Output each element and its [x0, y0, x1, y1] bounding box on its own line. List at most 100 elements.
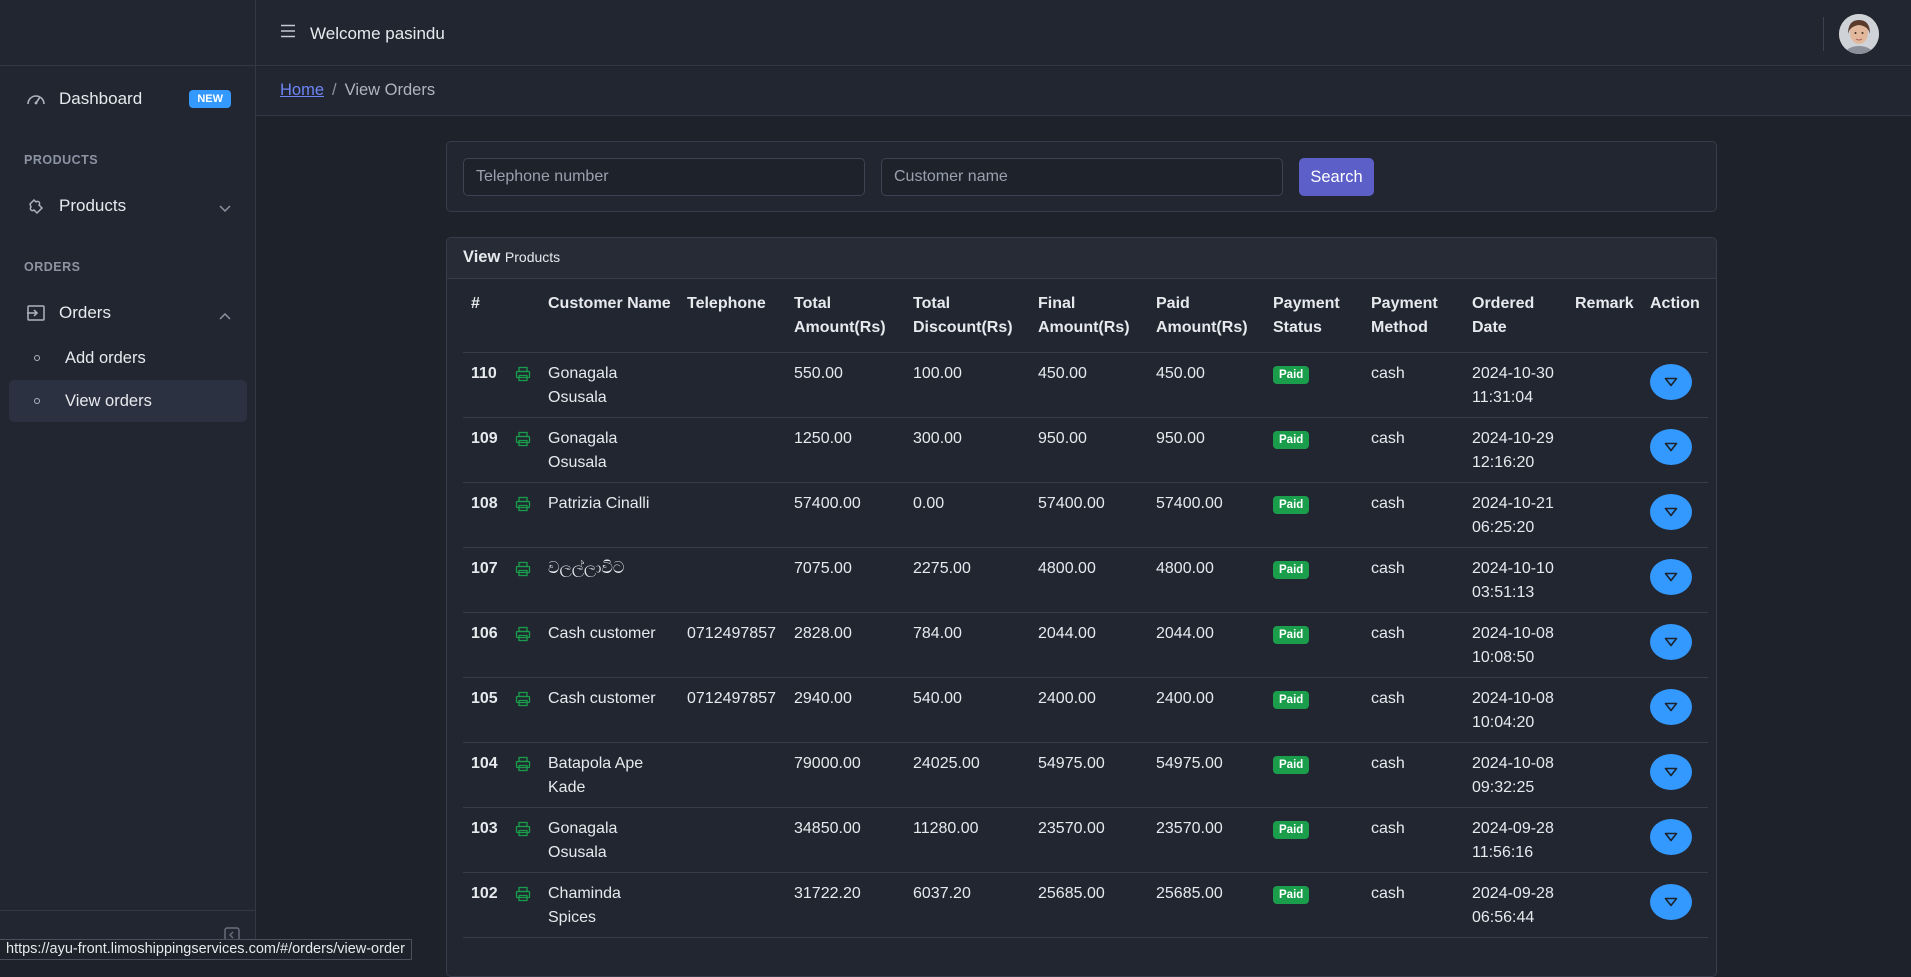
- column-header: Payment Status: [1265, 292, 1363, 353]
- column-header: Payment Method: [1363, 292, 1464, 353]
- action-dropdown-button[interactable]: [1650, 624, 1692, 660]
- printer-icon[interactable]: [515, 821, 531, 845]
- caret-down-icon: [1664, 505, 1678, 520]
- customer-name-input[interactable]: [881, 158, 1283, 196]
- telephone-input[interactable]: [463, 158, 865, 196]
- search-card: Search: [446, 141, 1717, 212]
- remark: [1567, 482, 1642, 548]
- remark: [1567, 677, 1642, 743]
- ordered-date: 2024-10-29 12:16:20: [1464, 417, 1567, 483]
- payment-method: cash: [1363, 742, 1464, 808]
- chevron-down-icon: [219, 198, 231, 218]
- action-dropdown-button[interactable]: [1650, 884, 1692, 920]
- total-amount: 2940.00: [786, 677, 905, 743]
- action-dropdown-button[interactable]: [1650, 364, 1692, 400]
- action-dropdown-button[interactable]: [1650, 429, 1692, 465]
- table-row: 104 Batapola Ape Kade 79000.00 24025.00 5497…: [463, 742, 1708, 808]
- action-dropdown-button[interactable]: [1650, 689, 1692, 725]
- caret-down-icon: [1664, 570, 1678, 585]
- sidebar-item-view-orders[interactable]: View orders: [9, 380, 247, 422]
- customer-name: Chaminda Spices: [540, 872, 679, 938]
- action-cell: [1642, 352, 1708, 418]
- avatar[interactable]: [1839, 14, 1879, 54]
- ordered-date: 2024-10-08 09:32:25: [1464, 742, 1567, 808]
- payment-status: Paid: [1265, 807, 1363, 873]
- payment-method: cash: [1363, 872, 1464, 938]
- breadcrumb-bar: Home / View Orders: [256, 67, 1911, 116]
- printer-icon[interactable]: [515, 366, 531, 390]
- action-dropdown-button[interactable]: [1650, 754, 1692, 790]
- hamburger-icon[interactable]: [280, 24, 296, 43]
- printer-icon[interactable]: [515, 496, 531, 520]
- ordered-date: 2024-10-08 10:08:50: [1464, 612, 1567, 678]
- sidebar-item-orders[interactable]: Orders: [9, 292, 247, 334]
- print-cell: [507, 417, 540, 483]
- payment-method: cash: [1363, 352, 1464, 418]
- table-row: 107 වලල්ලාවිට 7075.00 2275.00 4800.00 4800.00…: [463, 547, 1708, 613]
- action-dropdown-button[interactable]: [1650, 819, 1692, 855]
- total-discount: 2275.00: [905, 547, 1030, 613]
- telephone: 0712497857: [679, 677, 786, 743]
- order-id: 110: [463, 352, 507, 418]
- nav-title-products: PRODUCTS: [24, 153, 99, 167]
- telephone: [679, 742, 786, 808]
- speedometer-icon: [25, 88, 47, 110]
- final-amount: 4800.00: [1030, 547, 1148, 613]
- remark: [1567, 417, 1642, 483]
- action-cell: [1642, 872, 1708, 938]
- order-id: 106: [463, 612, 507, 678]
- login-icon: [25, 302, 47, 324]
- status-badge: Paid: [1273, 886, 1310, 904]
- sidebar-item-dashboard[interactable]: Dashboard NEW: [9, 78, 247, 120]
- breadcrumb-home-link[interactable]: Home: [280, 81, 325, 99]
- order-id: 104: [463, 742, 507, 808]
- action-cell: [1642, 807, 1708, 873]
- payment-status: Paid: [1265, 482, 1363, 548]
- sidebar-item-label: View orders: [65, 391, 152, 410]
- paid-amount: 57400.00: [1148, 482, 1265, 548]
- total-discount: 784.00: [905, 612, 1030, 678]
- payment-status: Paid: [1265, 677, 1363, 743]
- printer-icon[interactable]: [515, 431, 531, 455]
- status-badge: Paid: [1273, 496, 1310, 514]
- final-amount: 25685.00: [1030, 872, 1148, 938]
- final-amount: 450.00: [1030, 352, 1148, 418]
- action-cell: [1642, 417, 1708, 483]
- breadcrumb-current: View Orders: [344, 81, 436, 99]
- ordered-date: 2024-09-28 11:56:16: [1464, 807, 1567, 873]
- sidebar-item-add-orders[interactable]: Add orders: [9, 337, 247, 379]
- column-header: Total Discount(Rs): [905, 292, 1030, 353]
- payment-method: cash: [1363, 482, 1464, 548]
- action-dropdown-button[interactable]: [1650, 494, 1692, 530]
- sidebar-item-products[interactable]: Products: [9, 185, 247, 227]
- status-badge: Paid: [1273, 691, 1310, 709]
- action-cell: [1642, 742, 1708, 808]
- printer-icon[interactable]: [515, 626, 531, 650]
- payment-status: Paid: [1265, 547, 1363, 613]
- column-header: Telephone: [679, 292, 786, 353]
- payment-status: Paid: [1265, 352, 1363, 418]
- ordered-date: 2024-10-08 10:04:20: [1464, 677, 1567, 743]
- printer-icon[interactable]: [515, 691, 531, 715]
- order-id: 103: [463, 807, 507, 873]
- sidebar-item-label: Add orders: [65, 348, 146, 367]
- total-amount: 2828.00: [786, 612, 905, 678]
- printer-icon[interactable]: [515, 756, 531, 780]
- payment-status: Paid: [1265, 612, 1363, 678]
- action-dropdown-button[interactable]: [1650, 559, 1692, 595]
- caret-down-icon: [1664, 700, 1678, 715]
- remark: [1567, 872, 1642, 938]
- printer-icon[interactable]: [515, 561, 531, 585]
- sidebar-item-label: Orders: [59, 303, 111, 322]
- table-row: 105 Cash customer 0712497857 2940.00 540.00 2…: [463, 677, 1708, 743]
- orders-card: View Products # Customer Name Telephone Tot…: [446, 237, 1717, 977]
- header-divider: [1823, 17, 1824, 51]
- status-badge: Paid: [1273, 756, 1310, 774]
- status-badge: Paid: [1273, 561, 1310, 579]
- payment-method: cash: [1363, 417, 1464, 483]
- search-button[interactable]: Search: [1299, 158, 1374, 196]
- final-amount: 2400.00: [1030, 677, 1148, 743]
- telephone: [679, 482, 786, 548]
- printer-icon[interactable]: [515, 886, 531, 910]
- column-header: Paid Amount(Rs): [1148, 292, 1265, 353]
